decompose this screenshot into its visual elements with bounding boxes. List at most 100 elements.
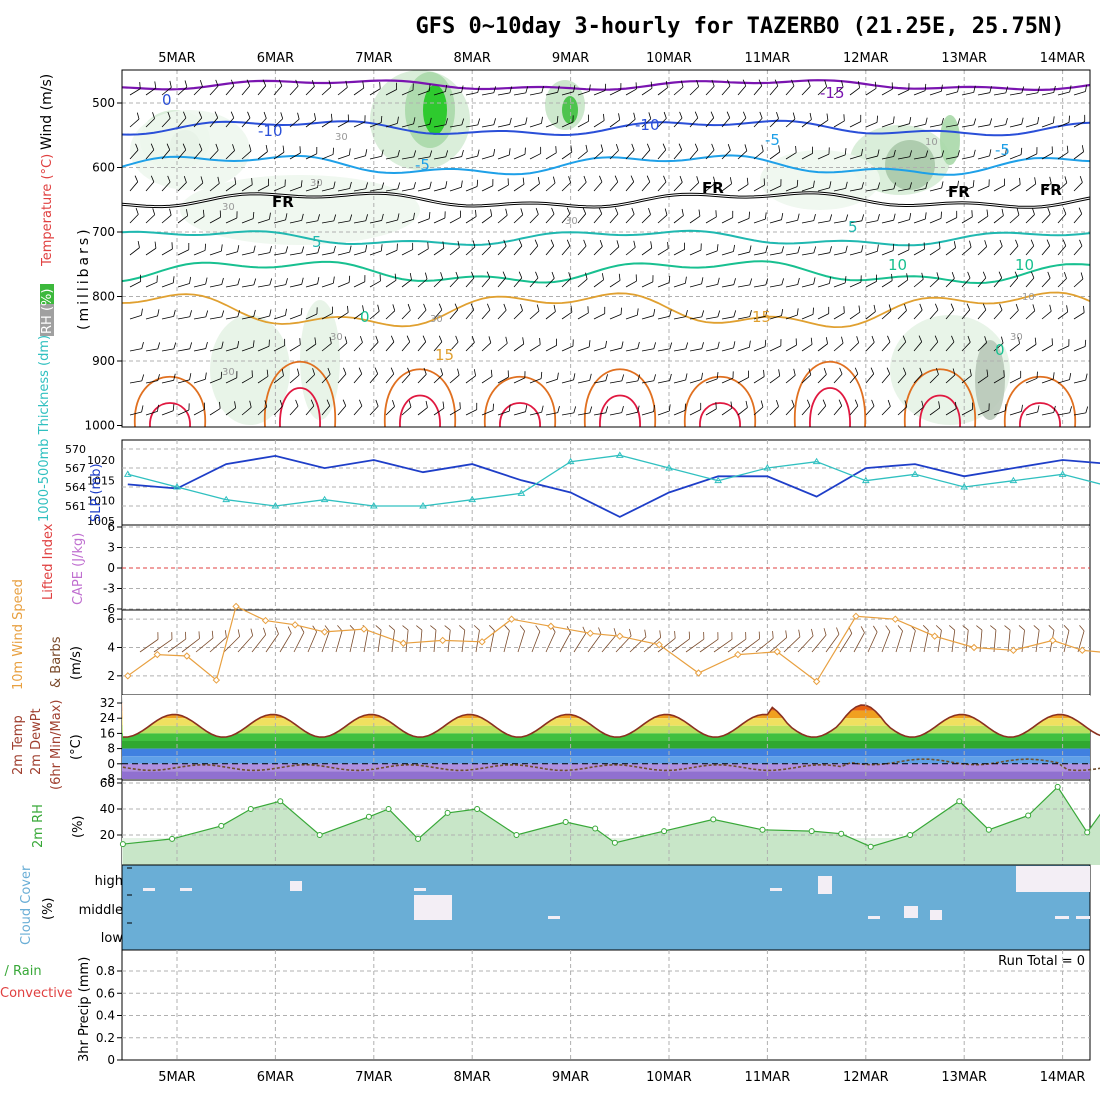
barb-flag [989, 86, 992, 93]
barb-shaft [513, 184, 525, 192]
wind-barb [161, 143, 171, 160]
wind-barb [801, 307, 814, 320]
barb-flag [763, 178, 765, 186]
rh-blob [300, 300, 340, 420]
barb-flag [891, 273, 893, 281]
wind-barb [689, 243, 702, 256]
barb-shaft [945, 124, 958, 128]
wind-barb [961, 118, 977, 128]
barb-flag [507, 370, 509, 378]
wind-barb [465, 240, 476, 256]
barb-shaft [593, 90, 606, 96]
barb-shaft [419, 630, 423, 653]
wind-barb [913, 303, 923, 320]
barb-flag [1052, 116, 1055, 124]
wind-barb [833, 114, 845, 128]
barb-flag [214, 111, 219, 118]
lifted-index-ylabel: Lifted Index [41, 523, 56, 600]
barb-flag [438, 303, 443, 311]
wind-barb [977, 179, 990, 192]
barb-shaft [801, 374, 812, 384]
barb-shaft [657, 214, 668, 224]
wind-barb [305, 79, 315, 96]
barb-shaft [513, 310, 523, 320]
barb-shaft [193, 117, 203, 128]
wind10m-barb [335, 625, 343, 653]
barb-flag [685, 342, 689, 349]
wind-barb [897, 117, 912, 128]
barb-shaft [593, 181, 603, 192]
barb-flag [1079, 239, 1083, 247]
wind-barb [641, 275, 654, 288]
wind-barb [513, 337, 525, 352]
barb-shaft [965, 630, 969, 653]
barb-flag [211, 630, 214, 639]
wind-barb [913, 335, 923, 352]
wind-barb [961, 85, 976, 96]
wind-barb [577, 207, 587, 224]
cloud-unit: (%) [41, 898, 56, 921]
wind-barb [529, 239, 539, 256]
barb-shaft [737, 407, 748, 416]
barb-shaft [785, 252, 798, 256]
wind-barb [465, 402, 478, 416]
barb-flag [924, 212, 927, 220]
barb-shaft [369, 155, 382, 160]
wind-barb [369, 149, 384, 160]
wind-barb [593, 340, 607, 352]
barb-shaft [321, 154, 334, 160]
barb-shaft [853, 632, 865, 653]
barb-flag [1081, 145, 1084, 152]
barb-flag [876, 274, 877, 282]
barb-flag [1049, 304, 1052, 312]
barb-shaft [369, 280, 381, 288]
barb-shaft [849, 87, 860, 96]
barb-flag [345, 80, 348, 88]
y-tick-label: 600 [92, 161, 115, 175]
thickness-markers [123, 451, 1067, 509]
wind-barb [449, 240, 460, 256]
wind-barb [993, 271, 1003, 288]
barb-flag [429, 181, 432, 189]
wind-barb [417, 367, 427, 384]
barb-shaft [489, 630, 495, 653]
barb-flag [646, 175, 651, 183]
rh-marker [808, 828, 815, 835]
barb-flag [969, 368, 972, 376]
barb-flag [797, 213, 800, 221]
barb-shaft [161, 315, 174, 320]
wind-barb [545, 116, 559, 128]
barb-flag [285, 278, 288, 285]
profile-ylabel-temp: Temperature (°C) [40, 154, 55, 267]
wind-barb [929, 241, 941, 256]
wind-barb [1057, 115, 1070, 128]
barb-shaft [1009, 245, 1019, 256]
precip-ylabel-3: 3hr Precip (mm) [77, 957, 92, 1062]
wind-barb [577, 114, 589, 128]
wind-barb [625, 374, 641, 384]
wind-barb [609, 83, 622, 96]
wind10m-barb [237, 628, 254, 653]
wind-barb [193, 79, 203, 96]
wind-barb [337, 148, 351, 160]
barb-shaft [929, 407, 940, 416]
wind-barb [465, 271, 475, 288]
wind-barb [289, 277, 304, 288]
barb-shaft [385, 188, 398, 192]
wind-barb [193, 243, 206, 256]
barb-shaft [405, 630, 409, 653]
barb-flag [188, 242, 190, 250]
barb-shaft [785, 375, 796, 384]
wind-barb [321, 276, 335, 288]
wind-barb [593, 83, 607, 96]
barb-shaft [181, 638, 200, 653]
thickness-tick-label: 570 [65, 443, 86, 456]
barb-flag [300, 308, 303, 315]
barb-shaft [929, 341, 939, 352]
wind-barb [737, 144, 748, 160]
wind10m-barb [699, 632, 719, 653]
barb-flag [715, 402, 717, 409]
barb-flag [845, 245, 848, 253]
wind-barb [849, 399, 859, 416]
wind-barb [321, 181, 336, 192]
